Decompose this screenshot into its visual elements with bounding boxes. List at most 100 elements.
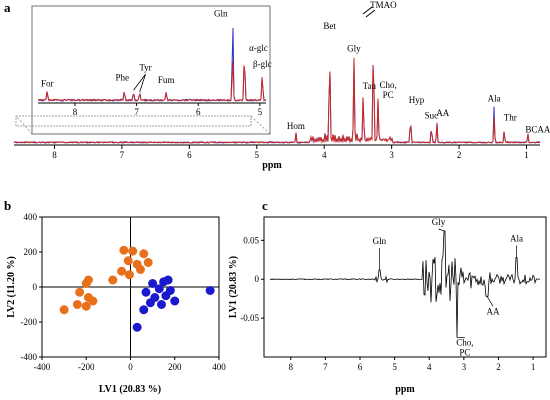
main-x-axis-label: ppm — [262, 160, 282, 171]
panel-label-a: a — [4, 0, 11, 15]
inset-x-ticks: 8 7 6 5 — [73, 103, 263, 117]
scatter-point — [156, 300, 166, 309]
loadings-annotation-label: PC — [459, 348, 470, 358]
scatter-point — [128, 246, 138, 256]
main-spectrum — [13, 57, 541, 145]
main-peak-labels: BetGlyTauBet,TMAOCho,PCHypSucAAAlaThrBCA… — [287, 0, 550, 134]
scatter-point — [72, 300, 82, 309]
scatter-point — [161, 291, 171, 301]
inset-peak-label: Tyr — [139, 62, 151, 72]
scatter-point — [163, 275, 173, 285]
panel-label-b: b — [4, 198, 11, 213]
inset-x-tick-label: 6 — [196, 107, 201, 117]
main-peak-label: Cho, — [380, 80, 397, 90]
main-x-tick-label: 4 — [322, 150, 327, 160]
loadings-x-tick-label: 6 — [358, 362, 363, 372]
loadings-x-axis-label: ppm — [395, 384, 415, 395]
main-peak-label: AA — [436, 108, 449, 118]
loadings-annotation-leader — [438, 228, 445, 232]
scatter-point — [81, 279, 91, 288]
loadings-annotation-label: AA — [487, 306, 500, 316]
scatter-y-tick-label: 0 — [33, 282, 38, 292]
main-peak-label: Bet — [323, 21, 336, 31]
inset-frame — [31, 5, 271, 135]
scatter-plot-panel: -400 -200 0 200 400 400 200 0 -200 -400 LV1 (20.8… — [6, 212, 226, 395]
loadings-annotation-label: Gln — [373, 236, 387, 246]
scatter-x-tick-label: -200 — [78, 362, 95, 372]
loadings-x-tick-label: 7 — [323, 362, 328, 372]
scatter-y-tick-label: -200 — [21, 317, 38, 327]
scatter-point — [135, 265, 145, 274]
scatter-point — [143, 258, 153, 267]
scatter-x-tick-label: 400 — [212, 362, 226, 372]
scatter-point — [154, 284, 164, 294]
scatter-point — [123, 256, 133, 266]
loadings-x-tick-label: 3 — [462, 362, 467, 372]
loadings-annotation-label: Cho, — [456, 338, 473, 348]
panel-label-c: c — [262, 198, 268, 213]
tyr-pointer-1 — [133, 74, 146, 91]
main-x-tick-label: 2 — [457, 150, 462, 160]
scatter-point — [141, 287, 151, 297]
inset-spectrum — [37, 27, 267, 102]
main-peak-label: Thr — [504, 113, 517, 123]
zoom-region-box — [15, 115, 252, 127]
zoom-connector-left — [15, 115, 33, 135]
main-peak-label: BCAA — [525, 124, 550, 134]
main-x-tick-label: 7 — [120, 150, 125, 160]
main-x-tick-label: 3 — [389, 150, 394, 160]
scatter-y-tick-label: -400 — [21, 352, 38, 362]
loadings-x-tick-label: 8 — [289, 362, 294, 372]
scatter-point — [119, 245, 129, 255]
inset-peak-label: α-glc — [249, 43, 268, 53]
scatter-point — [139, 249, 149, 259]
scatter-point — [117, 266, 127, 276]
scatter-point — [108, 275, 118, 285]
main-peak-label: PC — [383, 90, 394, 100]
scatter-point — [132, 322, 142, 332]
scatter-point — [81, 301, 91, 311]
inset-spectrum-series-1 — [37, 60, 267, 102]
inset-peak-label: Fum — [158, 75, 175, 85]
main-x-ticks: 8 7 6 5 4 3 2 1 — [52, 145, 529, 160]
loadings-ticks: 8 7 6 5 4 3 2 1 0.05 0 -0.05 — [240, 235, 535, 372]
zoom-connector-right — [250, 115, 271, 135]
scatter-x-tick-label: 0 — [128, 362, 133, 372]
inset-peak-labels: For Phe Tyr Fum Gln α-glc β-glc — [41, 8, 272, 93]
main-spectrum-series-1 — [13, 57, 541, 144]
main-peak-label: Suc — [425, 110, 439, 120]
loadings-y-tick-label: 0.05 — [243, 235, 259, 245]
axis-break-mark-2 — [365, 9, 376, 18]
main-peak-label: Gly — [347, 44, 361, 54]
scatter-point — [148, 279, 158, 288]
scatter-y-tick-label: 200 — [24, 247, 38, 257]
scatter-y-tick-label: 400 — [24, 212, 38, 222]
loadings-plot-panel: 8 7 6 5 4 3 2 1 0.05 0 -0.05 Gln Gly Ala Cho,PC AA ppm… — [228, 216, 547, 395]
loadings-line — [269, 230, 541, 338]
loadings-annotation-leader — [486, 296, 494, 307]
main-peak-label: Ala — [488, 94, 501, 104]
scatter-point — [59, 305, 69, 315]
main-peak-label: Tau — [363, 81, 377, 91]
scatter-point — [205, 286, 215, 295]
loadings-x-tick-label: 5 — [392, 362, 397, 372]
loadings-annotation-label: Gly — [432, 217, 446, 227]
loadings-plot-frame — [263, 216, 547, 358]
loadings-trace — [269, 230, 541, 338]
scatter-x-axis-label: LV1 (20.83 %) — [99, 384, 161, 395]
main-x-tick-label: 1 — [524, 150, 529, 160]
loadings-x-tick-label: 4 — [427, 362, 432, 372]
loadings-x-tick-label: 2 — [496, 362, 501, 372]
scatter-point — [170, 296, 180, 306]
main-x-tick-label: 8 — [52, 150, 57, 160]
inset-x-tick-label: 5 — [258, 107, 263, 117]
axis-break-mark-1 — [362, 6, 373, 15]
scatter-ticks: -400 -200 0 200 400 400 200 0 -200 -400 — [21, 212, 227, 372]
scatter-point — [75, 287, 85, 297]
scatter-points — [59, 245, 215, 332]
main-x-tick-label: 5 — [255, 150, 260, 160]
loadings-y-tick-label: -0.05 — [240, 313, 259, 323]
scatter-point — [124, 270, 134, 280]
